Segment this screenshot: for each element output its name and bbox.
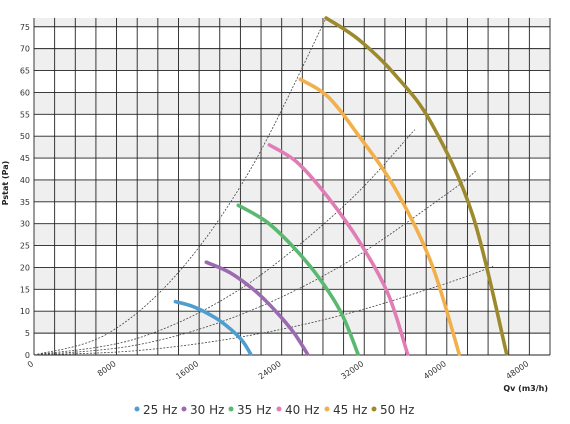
- x-axis-ticks: 0 8000 16000 24000 32000 40000 48000: [26, 359, 531, 381]
- y-tick-label: 0: [25, 351, 30, 360]
- y-tick-label: 60: [20, 88, 30, 97]
- system-curves: [33, 17, 494, 356]
- x-tick-label: 16000: [174, 359, 200, 381]
- legend-label-45-hz: 45 Hz: [333, 403, 367, 417]
- grid-band: [34, 223, 550, 246]
- x-tick-label: 0: [26, 359, 35, 369]
- series-line-25-hz: [173, 299, 253, 356]
- y-tick-label: 10: [20, 307, 30, 316]
- x-tick-label: 40000: [422, 359, 448, 381]
- y-tick-label: 65: [20, 67, 30, 76]
- grid-band: [34, 267, 550, 290]
- legend-label-50-hz: 50 Hz: [380, 403, 414, 417]
- grid-bands: [34, 18, 550, 334]
- system-curve: [33, 129, 416, 356]
- legend-label-35-hz: 35 Hz: [237, 403, 271, 417]
- x-axis-label: Qv (m3/h): [503, 384, 548, 393]
- grid-band: [34, 18, 550, 27]
- y-tick-label: 40: [20, 176, 30, 185]
- legend-marker-25-hz: [134, 406, 140, 412]
- y-tick-label: 70: [20, 45, 30, 54]
- y-tick-label: 30: [20, 220, 30, 229]
- legend: 25 Hz 30 Hz 35 Hz 40 Hz 45 Hz 50 Hz: [134, 403, 414, 417]
- legend-label-30-hz: 30 Hz: [190, 403, 224, 417]
- y-axis-label: Pstat (Pa): [1, 161, 10, 206]
- series-line-30-hz: [204, 260, 310, 356]
- grid-band: [34, 179, 550, 202]
- system-curve: [33, 17, 327, 356]
- legend-marker-45-hz: [324, 406, 330, 412]
- system-curve: [33, 265, 494, 356]
- x-tick-label: 8000: [96, 359, 118, 378]
- legend-marker-35-hz: [228, 406, 234, 412]
- y-tick-label: 50: [20, 132, 30, 141]
- series-lines: [173, 16, 509, 356]
- system-curve: [33, 170, 476, 356]
- grid-band: [34, 311, 550, 334]
- series-line-45-hz: [298, 77, 461, 356]
- x-tick-label: 48000: [504, 359, 530, 381]
- grid-band: [34, 48, 550, 71]
- y-tick-label: 25: [20, 242, 30, 251]
- legend-label-40-hz: 40 Hz: [285, 403, 319, 417]
- series-line-50-hz: [324, 16, 509, 356]
- grid-band: [34, 136, 550, 159]
- legend-marker-30-hz: [181, 406, 187, 412]
- legend-marker-40-hz: [276, 406, 282, 412]
- y-tick-label: 20: [20, 263, 30, 272]
- series-line-40-hz: [267, 143, 410, 356]
- x-tick-label: 24000: [257, 359, 283, 381]
- y-tick-label: 75: [20, 23, 30, 32]
- x-tick-label: 32000: [339, 359, 365, 381]
- legend-label-25-hz: 25 Hz: [143, 403, 177, 417]
- series-line-35-hz: [236, 203, 360, 356]
- y-axis-ticks: 0 5 10 15 20 25 30 35 40 45 50 55 60 65 70 75: [20, 23, 30, 360]
- grid-band: [34, 92, 550, 115]
- y-tick-label: 45: [20, 154, 30, 163]
- y-tick-label: 5: [25, 329, 30, 338]
- legend-marker-50-hz: [371, 406, 377, 412]
- y-tick-label: 55: [20, 110, 30, 119]
- y-tick-label: 35: [20, 198, 30, 207]
- y-tick-label: 15: [20, 285, 30, 294]
- grid-lines: [33, 18, 551, 356]
